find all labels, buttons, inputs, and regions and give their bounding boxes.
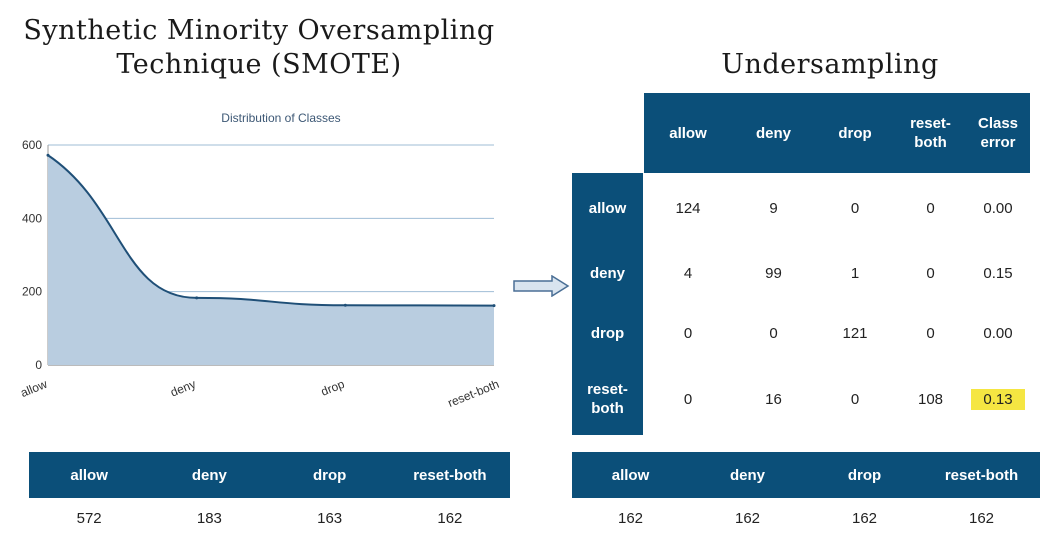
smote-count-header: deny: [149, 452, 270, 498]
matrix-cell: 0: [926, 264, 935, 282]
header-text: reset-: [910, 115, 951, 132]
right-arrow-icon: [513, 275, 570, 297]
header-text: both: [591, 400, 624, 417]
smote-count-header: drop: [269, 452, 390, 498]
header-text: Class: [977, 115, 1019, 132]
smote-title-line2: Technique (SMOTE): [116, 49, 402, 80]
y-tick-label: 200: [22, 285, 42, 299]
data-point: [343, 303, 347, 307]
under-counts-value-row: 162 162 162 162: [572, 498, 1040, 538]
undersampling-title: Undersampling: [721, 49, 939, 80]
y-tick-label: 400: [22, 211, 42, 225]
x-tick-label: deny: [168, 377, 197, 400]
under-count-value: 162: [734, 509, 761, 527]
matrix-cell: 0: [683, 324, 693, 342]
matrix-cell: 108: [917, 390, 944, 408]
matrix-cell: 0.15: [983, 264, 1013, 282]
matrix-row-header: reset-both: [572, 363, 643, 435]
header-text: error: [980, 134, 1016, 151]
matrix-cell: 0: [850, 199, 860, 217]
matrix-col-header: allow: [644, 93, 732, 173]
y-tick-label: 0: [35, 358, 42, 372]
distribution-chart: Distribution of Classes 0 200 400 600 allow de…: [19, 111, 502, 410]
smote-count-value: 162: [437, 509, 463, 527]
matrix-cell: 0: [850, 390, 860, 408]
matrix-row-header: drop: [572, 303, 643, 363]
smote-count-value: 163: [317, 509, 343, 527]
series-line: [47, 154, 495, 307]
smote-counts-value-row: 572 183 163 162: [29, 498, 510, 538]
matrix-header-band: [644, 93, 1030, 173]
header-text: deny: [589, 264, 625, 282]
under-count-value: 162: [968, 509, 995, 527]
y-tick-label: 600: [22, 138, 42, 152]
smote-count-header: reset-both: [389, 452, 510, 498]
matrix-col-header: drop: [815, 93, 895, 173]
under-count-header: deny: [689, 452, 806, 498]
header-text: reset-: [587, 381, 628, 398]
smote-counts-table: allow deny drop reset-both 572 183 163 1…: [29, 452, 510, 538]
under-count-header: reset-both: [923, 452, 1040, 498]
matrix-cell: 121: [842, 324, 868, 342]
matrix-cell: 0: [926, 199, 935, 217]
header-text: drop: [590, 324, 625, 342]
under-count-value: 162: [851, 509, 878, 527]
header-text: both: [914, 134, 947, 151]
matrix-cell: 1: [850, 264, 860, 282]
header-text: allow: [588, 199, 627, 217]
matrix-col-header: reset-both: [895, 93, 966, 173]
data-point: [195, 296, 199, 300]
matrix-cell: 0: [683, 390, 693, 408]
matrix-cell: 0: [769, 324, 778, 342]
smote-count-value: 572: [76, 509, 102, 527]
matrix-cell: 0: [926, 324, 935, 342]
smote-count-header: allow: [29, 452, 150, 498]
matrix-cell: 0.00: [983, 199, 1013, 217]
matrix-row-header: deny: [572, 243, 643, 303]
matrix-row-header-band: [572, 173, 643, 435]
under-count-header: allow: [572, 452, 689, 498]
under-count-header: drop: [806, 452, 923, 498]
matrix-cell: 0.13: [966, 363, 1030, 435]
matrix-cell: 16: [765, 390, 782, 408]
matrix-cell: 9: [769, 199, 778, 217]
smote-title: Synthetic Minority Oversampling Techniqu…: [14, 14, 504, 82]
chart-title: Distribution of Classes: [221, 111, 340, 125]
matrix-cell: 0.00: [983, 324, 1013, 342]
smote-count-value: 183: [196, 509, 222, 527]
data-point: [46, 153, 50, 157]
under-counts-header-row: allow deny drop reset-both: [572, 452, 1040, 498]
data-point: [492, 304, 496, 308]
x-tick-label: reset-both: [446, 377, 501, 410]
matrix-row-header: allow: [572, 173, 643, 243]
header-text: drop: [838, 124, 872, 142]
matrix-cell: 124: [675, 199, 701, 217]
matrix-col-header: deny: [732, 93, 815, 173]
x-tick-label: allow: [19, 377, 50, 400]
matrix-cell: 99: [765, 264, 782, 282]
header-text: allow: [669, 124, 707, 142]
smote-title-line1: Synthetic Minority Oversampling: [23, 15, 495, 46]
area-fill: [48, 155, 494, 365]
matrix-col-header: Class error: [966, 93, 1030, 173]
undersampling-counts-table: allow deny drop reset-both 162 162 162 1…: [572, 452, 1040, 538]
matrix-cell: 4: [683, 264, 693, 282]
x-tick-label: drop: [319, 377, 347, 399]
header-text: deny: [755, 124, 791, 142]
highlighted-class-error: 0.13: [971, 388, 1025, 410]
under-count-value: 162: [617, 509, 644, 527]
smote-counts-header-row: allow deny drop reset-both: [29, 452, 510, 498]
